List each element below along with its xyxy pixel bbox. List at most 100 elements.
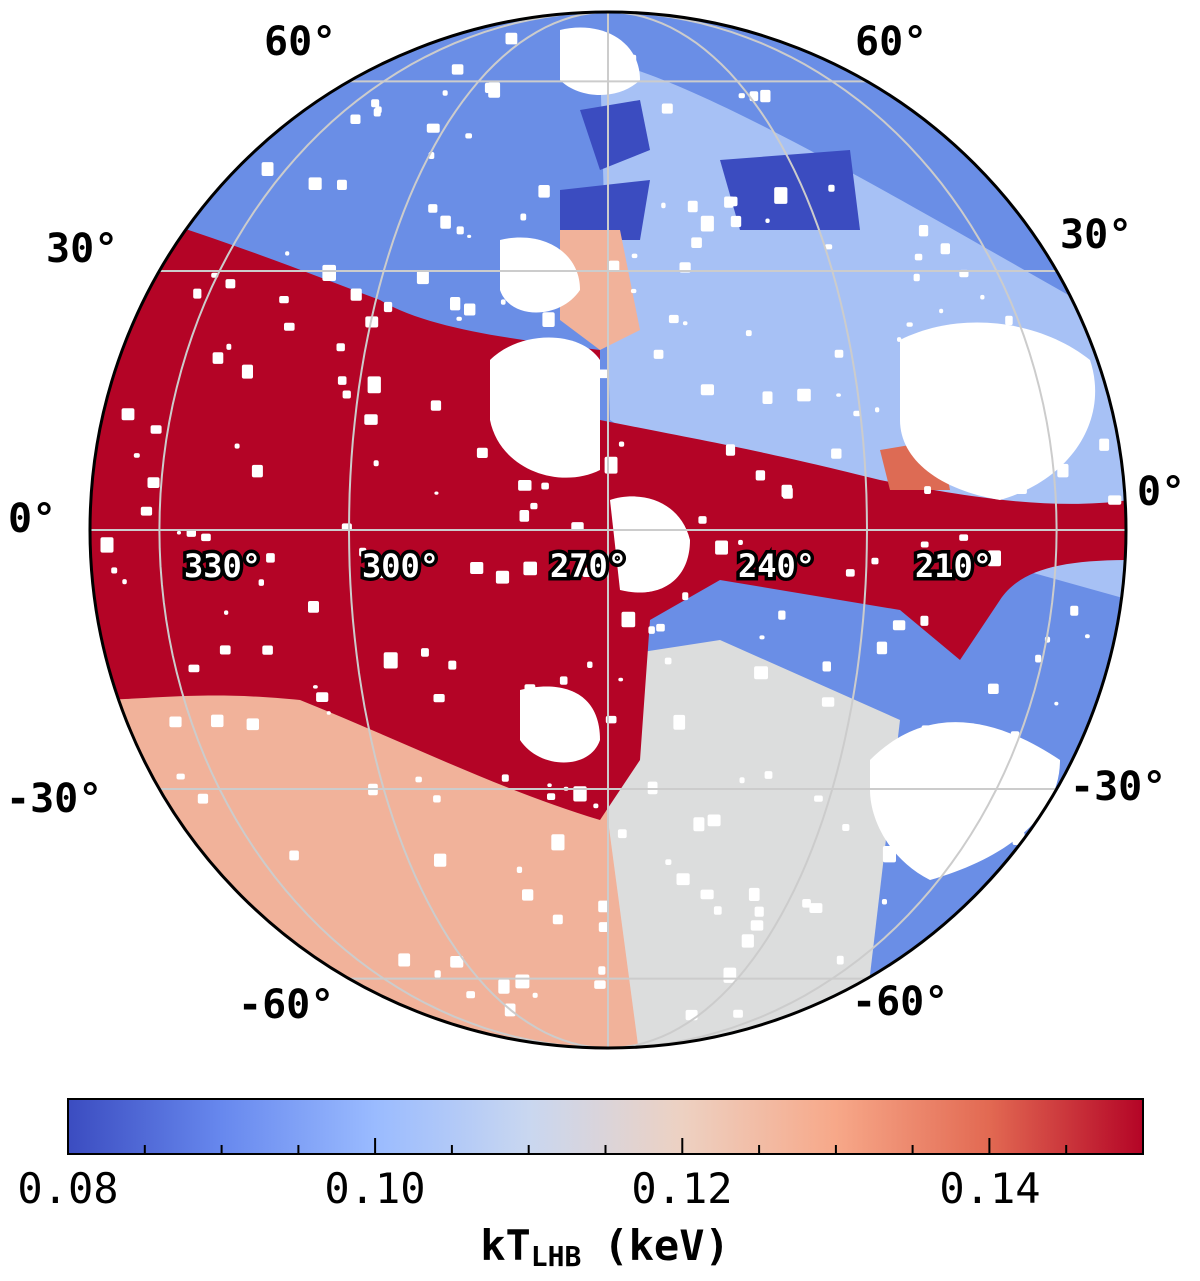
masked-point-source <box>350 288 362 301</box>
masked-point-source <box>741 934 754 948</box>
region-warm-patch-north <box>560 230 640 350</box>
masked-point-source <box>591 50 601 57</box>
masked-point-source <box>617 829 627 839</box>
masked-point-source <box>1004 440 1016 454</box>
masked-point-source <box>673 714 686 730</box>
mask-blob-north-2 <box>560 27 640 95</box>
masked-point-source <box>691 237 702 248</box>
masked-point-source <box>467 234 472 238</box>
colorbar-ticks <box>67 1138 1144 1154</box>
masked-point-source <box>364 414 378 425</box>
region-cold-patch-1 <box>580 100 650 170</box>
masked-point-source <box>308 601 319 613</box>
mask-blob-center-north <box>490 337 600 478</box>
colorbar-title: kTLHB (keV) <box>480 1221 730 1273</box>
masked-point-source <box>186 529 196 537</box>
masked-point-source <box>661 103 673 114</box>
masked-point-source <box>824 244 833 250</box>
masked-point-source <box>534 688 545 699</box>
lon-label-210: 210° <box>915 547 992 585</box>
masked-point-source <box>730 215 742 228</box>
masked-point-source <box>470 562 484 574</box>
masked-point-source <box>279 296 289 304</box>
masked-point-source <box>258 579 264 586</box>
masked-point-source <box>629 567 641 578</box>
masked-point-source <box>1005 315 1013 326</box>
masked-point-source <box>754 666 768 680</box>
graticule-meridian <box>347 12 609 1048</box>
lon-label-270: 270° <box>550 547 627 585</box>
masked-point-source <box>524 684 536 698</box>
masked-point-source <box>630 288 637 294</box>
masked-point-source <box>188 664 200 673</box>
masked-point-source <box>433 795 441 803</box>
masked-point-source <box>1108 495 1122 505</box>
masked-point-source <box>959 534 969 541</box>
masked-point-source <box>653 349 664 359</box>
colorbar-tick-label-1: 0.10 <box>324 1164 425 1213</box>
masked-point-source <box>133 453 140 458</box>
masked-point-source <box>434 853 447 867</box>
masked-point-source <box>197 793 209 804</box>
masked-point-source <box>598 922 609 932</box>
masked-point-source <box>889 779 903 794</box>
masked-point-source <box>522 889 534 901</box>
masked-point-source <box>940 243 950 255</box>
masked-point-source <box>828 184 835 192</box>
masked-point-source <box>882 846 896 863</box>
masked-point-source <box>608 260 620 272</box>
region-cold-patch-3 <box>560 180 650 240</box>
masked-point-source <box>426 123 440 133</box>
masked-point-source <box>892 620 906 631</box>
masked-point-source <box>762 391 773 404</box>
masked-point-source <box>337 376 347 385</box>
masked-point-source <box>1035 654 1042 663</box>
masked-point-source <box>488 82 501 98</box>
masked-point-source <box>733 1009 743 1018</box>
masked-point-source <box>723 967 737 983</box>
masked-point-source <box>682 592 689 601</box>
masked-point-source <box>531 362 542 371</box>
masked-point-source <box>456 226 464 235</box>
masked-point-source <box>621 611 636 628</box>
masked-point-source <box>266 553 275 563</box>
masked-point-source <box>594 980 606 989</box>
masked-point-source <box>111 567 118 574</box>
masked-point-source <box>707 814 721 827</box>
masked-point-source <box>350 114 361 124</box>
masked-point-source <box>1033 748 1040 757</box>
masked-point-source <box>176 530 181 535</box>
masked-point-source <box>665 859 672 865</box>
masked-point-source <box>918 225 929 237</box>
lat-label-left-minus30: -30° <box>6 776 102 822</box>
lon-label-300: 300° <box>362 547 439 585</box>
masked-point-source <box>234 443 240 449</box>
masked-point-source <box>415 776 422 783</box>
masked-point-source <box>523 561 537 576</box>
masked-point-source <box>224 610 229 615</box>
masked-point-source <box>774 187 788 204</box>
masked-point-source <box>987 550 1001 567</box>
masked-point-source <box>450 297 461 311</box>
masked-point-source <box>754 906 764 917</box>
masked-point-source <box>845 569 855 577</box>
masked-point-source <box>359 547 367 557</box>
mask-blob-center-south <box>520 686 600 763</box>
masked-point-source <box>571 522 584 531</box>
masked-point-source <box>598 369 609 379</box>
colorbar: 0.08 0.10 0.12 0.14 kTLHB (keV) <box>17 1098 1144 1273</box>
masked-point-source <box>545 295 552 304</box>
masked-point-source <box>836 393 841 397</box>
masked-point-source <box>541 482 549 490</box>
masked-point-source <box>516 866 523 873</box>
lon-label-240: 240° <box>738 547 815 585</box>
masked-point-source <box>308 177 322 190</box>
masked-point-source <box>587 661 593 668</box>
colorbar-title-unit: (keV) <box>603 1221 729 1270</box>
masked-point-source <box>598 900 609 913</box>
masked-point-source <box>498 979 510 994</box>
masked-point-source <box>681 876 688 884</box>
masked-point-source <box>914 253 923 261</box>
masked-point-source <box>322 264 336 281</box>
masked-point-source <box>778 610 786 620</box>
